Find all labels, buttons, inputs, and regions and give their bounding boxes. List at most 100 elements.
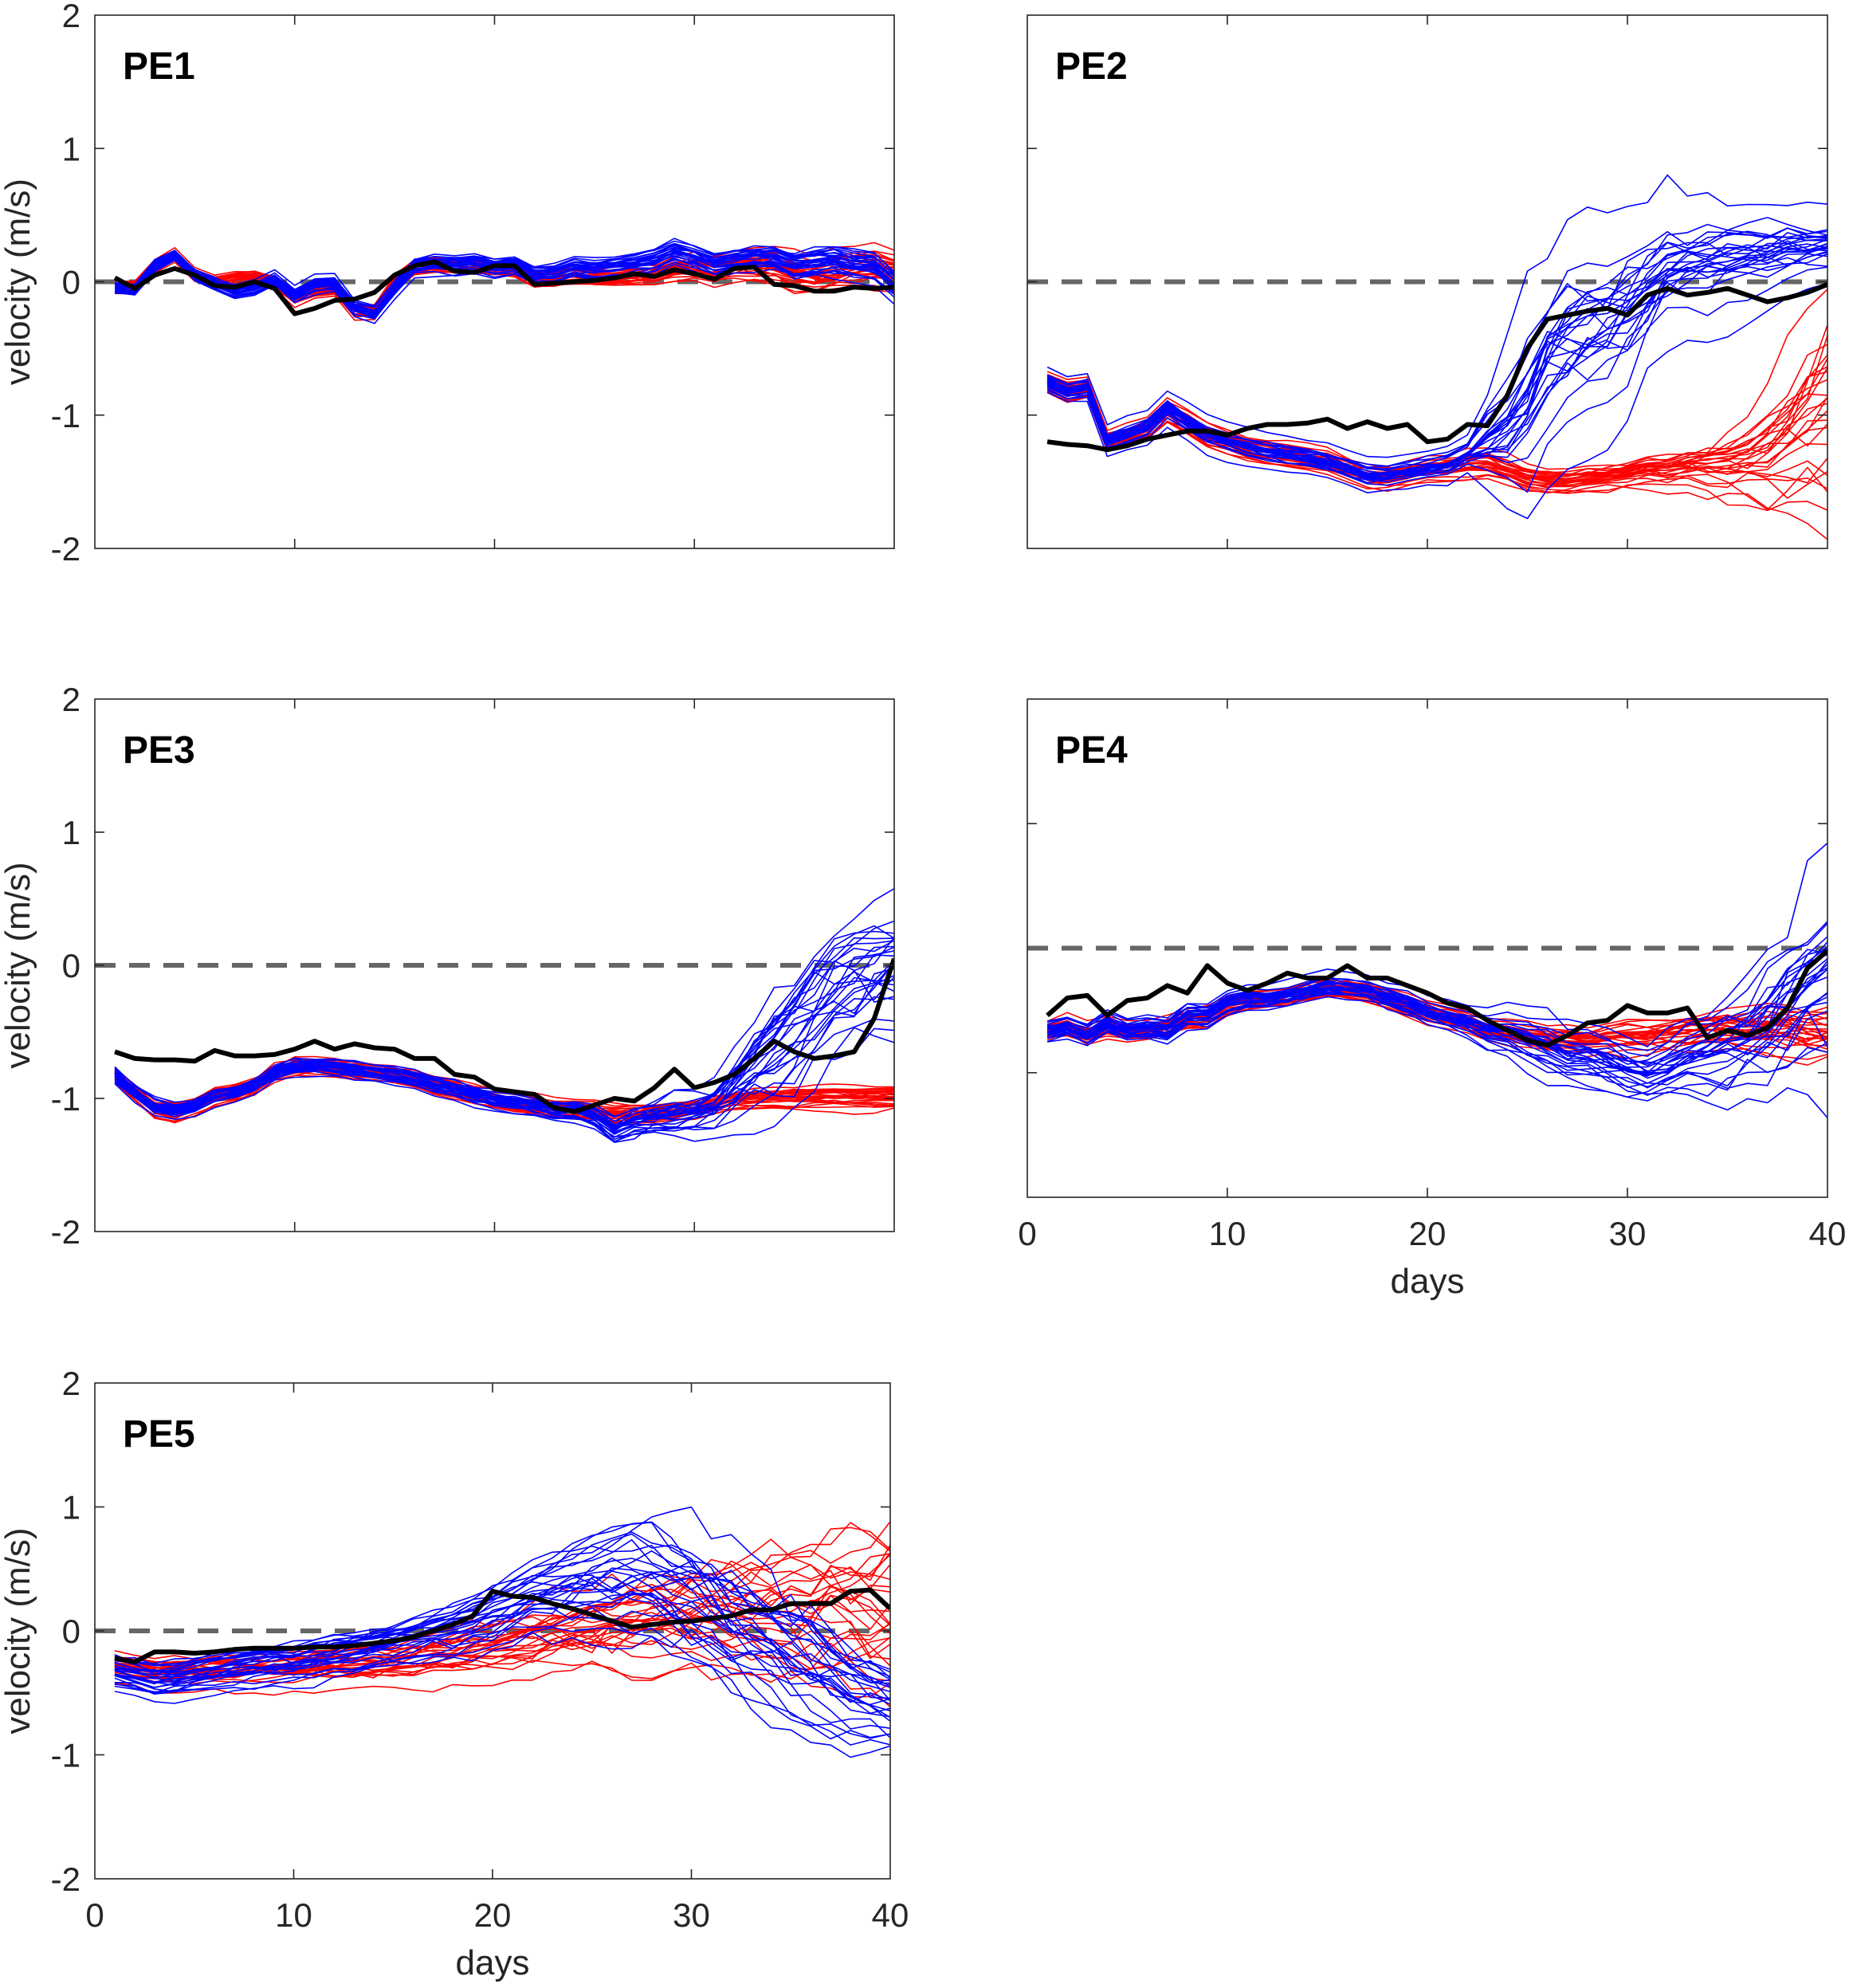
blue-ensemble-member-line xyxy=(115,246,894,312)
y-tick-label: 1 xyxy=(62,130,80,167)
blue-ensemble-member-line xyxy=(114,1018,894,1133)
y-axis-label: velocity (m/s) xyxy=(0,1527,37,1734)
blue-ensemble-member-line xyxy=(115,257,894,320)
y-tick-label: 2 xyxy=(62,1365,80,1402)
blue-ensemble-member-line xyxy=(115,259,894,320)
blue-ensemble-member-line xyxy=(1046,217,1827,472)
blue-ensemble-member-line xyxy=(114,1576,890,1699)
blue-ensemble-member-line xyxy=(1046,993,1827,1095)
panel-title: PE4 xyxy=(1055,729,1128,772)
x-tick-label: 10 xyxy=(1209,1215,1246,1252)
observed-line xyxy=(114,957,894,1114)
blue-ensemble-member-line xyxy=(1046,991,1827,1098)
red-ensemble-member-line xyxy=(1046,380,1827,477)
blue-ensemble-member-line xyxy=(1046,242,1827,476)
plot-area xyxy=(95,238,894,324)
observed-line xyxy=(1046,282,1827,453)
blue-ensemble-member-line xyxy=(1046,174,1827,458)
x-tick-label: 30 xyxy=(1609,1215,1647,1252)
y-tick-label: -2 xyxy=(51,1860,80,1898)
blue-ensemble-member-line xyxy=(114,946,894,1131)
blue-ensemble-member-line xyxy=(114,937,894,1127)
panel-pe4: 0 10 20 30 40 days PE4 xyxy=(1018,698,1847,1301)
blue-ensemble-member-line xyxy=(1046,936,1827,1065)
blue-ensemble-member-line xyxy=(114,888,894,1118)
blue-ensemble-member-line xyxy=(114,1607,890,1739)
blue-ensemble-member-line xyxy=(1046,941,1827,1075)
panel-pe5: 0 10 20 30 40 -2 -1 0 1 2 velocity (m/s) days PE5 xyxy=(0,1365,909,1982)
blue-ensemble-member-line xyxy=(114,1531,890,1692)
blue-ensemble-member-line xyxy=(114,961,894,1128)
observed-line xyxy=(114,1587,890,1664)
plot-area xyxy=(95,1506,890,1758)
blue-ensemble-member-line xyxy=(114,1589,890,1722)
panel-pe2: PE2 xyxy=(1027,14,1828,549)
plot-area xyxy=(1027,174,1827,540)
red-ensemble-member-line xyxy=(114,1660,890,1708)
observed-line xyxy=(1046,949,1827,1048)
blue-ensemble-member-line xyxy=(114,1521,890,1688)
blue-ensemble-member-line xyxy=(1046,243,1827,480)
blue-ensemble-member-line xyxy=(1046,256,1827,481)
blue-ensemble-member-line xyxy=(1047,921,1827,1074)
blue-ensemble-member-line xyxy=(114,1572,890,1739)
x-tick-label: 40 xyxy=(872,1896,909,1934)
blue-ensemble-member-line xyxy=(114,1592,890,1719)
blue-ensemble-member-line xyxy=(1046,232,1827,468)
blue-ensemble-member-line xyxy=(114,258,894,324)
blue-ensemble-member-line xyxy=(1046,989,1827,1074)
plot-area xyxy=(95,888,894,1143)
red-ensemble-member-line xyxy=(114,1071,894,1124)
blue-ensemble-member-line xyxy=(1046,243,1827,476)
blue-ensemble-member-line xyxy=(114,1592,890,1746)
x-tick-label: 0 xyxy=(1018,1215,1036,1252)
x-tick-label: 30 xyxy=(673,1896,710,1934)
blue-ensemble-member-line xyxy=(114,1027,894,1142)
plot-area xyxy=(1027,843,1827,1118)
panel-title: PE3 xyxy=(123,729,195,772)
y-tick-label: -1 xyxy=(51,397,80,434)
y-tick-label: 0 xyxy=(62,264,80,301)
y-tick-label: 0 xyxy=(62,947,80,984)
x-tick-label: 40 xyxy=(1809,1215,1847,1252)
x-tick-label: 20 xyxy=(474,1896,512,1934)
y-tick-label: -2 xyxy=(51,530,80,568)
blue-ensemble-member-line xyxy=(1046,988,1827,1088)
red-ensemble-member-line xyxy=(1046,391,1827,540)
blue-ensemble-member-line xyxy=(114,969,894,1142)
panel-title: PE1 xyxy=(123,45,195,88)
y-tick-label: 1 xyxy=(62,814,80,851)
y-tick-label: 1 xyxy=(62,1489,80,1526)
blue-ensemble-member-line xyxy=(115,256,894,319)
y-axis-label: velocity (m/s) xyxy=(0,179,37,385)
blue-ensemble-member-line xyxy=(1046,266,1827,493)
y-tick-label: -1 xyxy=(51,1080,80,1118)
blue-ensemble-member-line xyxy=(1046,253,1827,481)
red-ensemble-member-line xyxy=(1046,366,1827,480)
blue-ensemble-member-line xyxy=(1046,946,1827,1076)
blue-ensemble-member-line xyxy=(114,1582,890,1715)
x-tick-label: 10 xyxy=(275,1896,312,1934)
blue-ensemble-member-line xyxy=(1046,949,1827,1067)
x-axis-label: days xyxy=(456,1943,530,1982)
x-tick-label: 0 xyxy=(85,1896,104,1934)
blue-ensemble-member-line xyxy=(114,974,894,1138)
blue-ensemble-member-line xyxy=(114,1570,890,1711)
blue-ensemble-member-line xyxy=(114,1550,890,1677)
y-tick-label: 2 xyxy=(62,0,80,34)
panel-pe3: -2 -1 0 1 2 velocity (m/s) PE3 xyxy=(0,681,895,1251)
blue-ensemble-member-line xyxy=(114,1632,890,1758)
panel-title: PE5 xyxy=(123,1413,195,1456)
x-axis-label: days xyxy=(1391,1262,1465,1301)
blue-ensemble-member-line xyxy=(114,1626,890,1730)
y-axis-label: velocity (m/s) xyxy=(0,862,37,1068)
panel-title: PE2 xyxy=(1055,45,1128,88)
y-tick-label: -2 xyxy=(51,1213,80,1251)
observed-line xyxy=(113,259,894,316)
blue-ensemble-member-line xyxy=(114,982,894,1129)
y-tick-label: 2 xyxy=(62,681,80,718)
y-tick-label: 0 xyxy=(62,1613,80,1650)
x-tick-label: 20 xyxy=(1409,1215,1447,1252)
red-ensemble-member-line xyxy=(114,1564,890,1668)
